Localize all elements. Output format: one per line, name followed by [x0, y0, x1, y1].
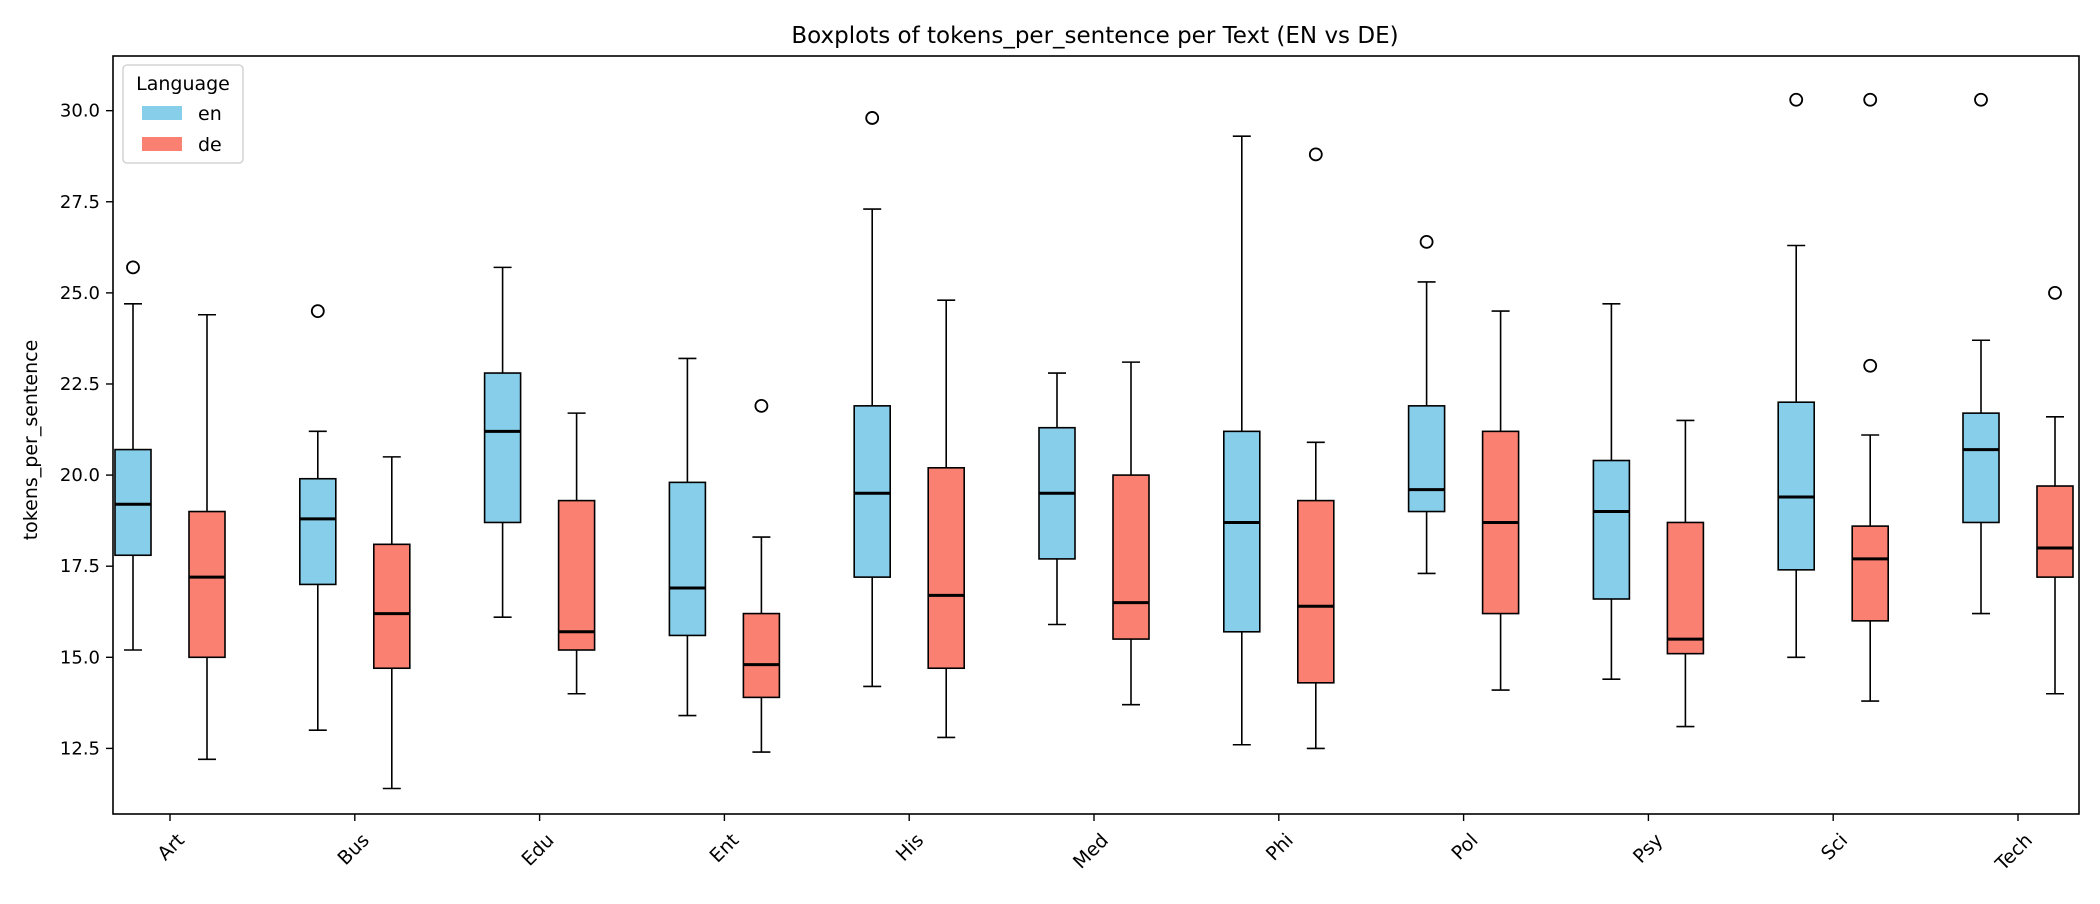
- box-de-Psy: [1666, 419, 1705, 728]
- box-body: [668, 481, 707, 637]
- box-de-Bus: [372, 456, 411, 790]
- box-en-Ent: [668, 357, 707, 717]
- box-de-Phi: [1297, 147, 1335, 750]
- box-body: [742, 612, 781, 699]
- box-body: [927, 466, 966, 670]
- box-de-Art: [188, 313, 226, 761]
- box-en-Med: [1038, 372, 1076, 626]
- box-body: [1962, 412, 2000, 524]
- y-axis-label: tokens_per_sentence: [20, 340, 42, 541]
- legend-label-de: de: [198, 134, 222, 156]
- x-tick-label: Edu: [517, 829, 558, 870]
- x-tick-label: Bus: [333, 829, 373, 869]
- box-en-Sci: [1777, 92, 1815, 659]
- plot-area: [114, 92, 2074, 790]
- legend-swatch-de: [142, 137, 182, 151]
- box-de-Tech: [2036, 285, 2074, 695]
- box-body: [557, 499, 596, 651]
- plot-frame: [112, 55, 2080, 815]
- outlier-point: [754, 398, 769, 413]
- box-en-Edu: [483, 266, 522, 619]
- chart-title: Boxplots of tokens_per_sentence per Text…: [791, 23, 1398, 49]
- box-en-Art: [114, 260, 152, 651]
- x-tick-label: Art: [153, 829, 189, 865]
- box-body: [853, 405, 892, 578]
- outlier-point: [1863, 92, 1878, 107]
- outlier-point: [1974, 92, 1988, 107]
- x-tick-label: Tech: [1991, 829, 2037, 875]
- y-tick-label: 15.0: [60, 647, 100, 668]
- y-tick-label: 30.0: [60, 101, 100, 122]
- box-body: [298, 477, 337, 586]
- box-body: [1592, 459, 1631, 600]
- outlier-point: [1419, 234, 1434, 249]
- box-body: [483, 372, 522, 524]
- box-body: [1297, 499, 1335, 684]
- box-de-Pol: [1481, 310, 1520, 691]
- x-tick-label: Med: [1069, 829, 1113, 873]
- outlier-point: [1789, 92, 1804, 107]
- box-body: [1112, 474, 1150, 640]
- outlier-point: [865, 111, 880, 125]
- x-tick-label: His: [892, 829, 928, 865]
- y-tick-label: 12.5: [60, 738, 100, 759]
- outlier-point: [310, 304, 325, 318]
- outlier-point: [2048, 285, 2062, 300]
- box-de-Med: [1112, 361, 1150, 706]
- x-tick-label: Phi: [1262, 829, 1298, 865]
- outlier-point: [1863, 358, 1878, 373]
- box-en-Bus: [298, 304, 337, 731]
- y-tick-label: 22.5: [60, 374, 100, 395]
- box-body: [1407, 405, 1446, 513]
- box-body: [188, 510, 226, 659]
- box-de-Ent: [742, 398, 781, 753]
- box-en-Psy: [1592, 303, 1631, 680]
- box-body: [1777, 401, 1815, 571]
- box-de-Edu: [557, 412, 596, 695]
- box-body: [1223, 430, 1261, 633]
- x-tick-label: Pol: [1447, 829, 1482, 864]
- y-tick-label: 25.0: [60, 283, 100, 304]
- box-de-Sci: [1851, 92, 1889, 702]
- y-tick-label: 17.5: [60, 556, 100, 577]
- box-body: [114, 448, 152, 557]
- box-en-Pol: [1407, 234, 1446, 575]
- box-body: [1666, 521, 1705, 655]
- box-body: [2036, 485, 2074, 578]
- x-tick-label: Ent: [706, 829, 744, 867]
- x-tick-label: Sci: [1817, 829, 1852, 864]
- y-tick-label: 20.0: [60, 465, 100, 486]
- legend-title: Language: [136, 73, 230, 95]
- x-tick-label: Psy: [1629, 829, 1667, 867]
- box-en-Phi: [1223, 135, 1261, 746]
- y-tick-label: 27.5: [60, 192, 100, 213]
- box-en-His: [853, 111, 892, 688]
- box-en-Tech: [1962, 92, 2000, 615]
- legend: Language en de: [122, 64, 244, 164]
- box-body: [1851, 525, 1889, 622]
- legend-label-en: en: [198, 103, 222, 125]
- box-de-His: [927, 299, 966, 739]
- outlier-point: [126, 260, 140, 275]
- box-body: [372, 543, 411, 670]
- legend-swatch-en: [142, 106, 182, 120]
- outlier-point: [1308, 147, 1323, 162]
